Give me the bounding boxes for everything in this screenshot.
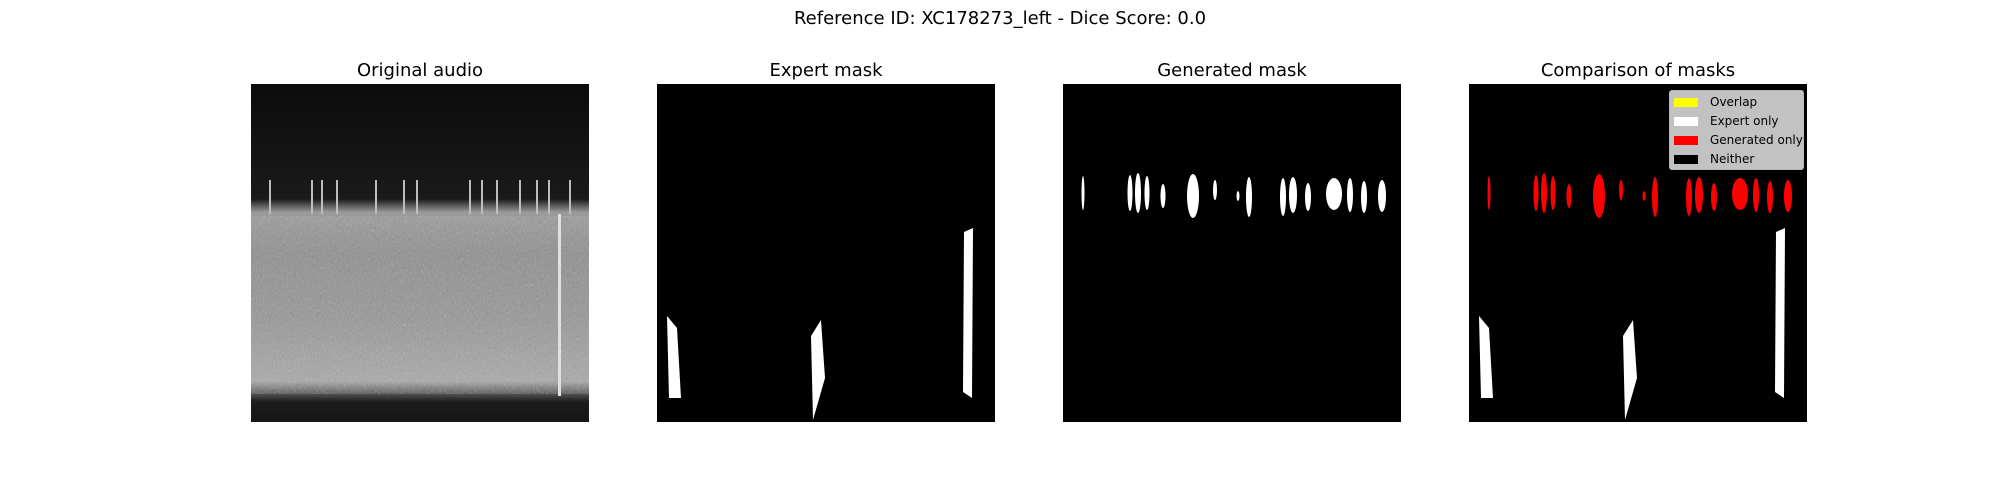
call-streak <box>311 180 313 214</box>
legend-swatch-neither <box>1674 154 1698 164</box>
generated-region <box>1213 180 1217 200</box>
vertical-streak <box>558 214 561 396</box>
generated-only-region <box>1767 181 1773 213</box>
call-streak <box>375 180 377 214</box>
legend-label-neither: Neither <box>1710 152 1755 166</box>
call-streak <box>269 180 271 214</box>
spectrogram-image <box>251 84 589 422</box>
call-streak <box>536 180 538 214</box>
generated-region <box>1305 183 1311 211</box>
generated-region <box>1361 181 1367 213</box>
expert-mask-svg <box>667 228 973 420</box>
figure-title: Reference ID: XC178273_left - Dice Score… <box>793 8 1207 29</box>
generated-only-region <box>1695 177 1703 213</box>
legend-item-overlap: Overlap <box>1674 93 1757 111</box>
spectrogram-streaks <box>269 180 571 396</box>
generated-only-region <box>1533 175 1539 211</box>
panel-title-generated-mask: Generated mask <box>1157 60 1307 81</box>
generated-only-region <box>1619 180 1623 200</box>
generated-only-region <box>1711 183 1717 211</box>
generated-only-region <box>1487 176 1491 210</box>
generated-region <box>1326 178 1342 210</box>
generated-region <box>1246 177 1252 217</box>
expert-mask-image <box>657 84 995 422</box>
generated-region <box>1127 175 1133 211</box>
generated-only-region <box>1550 176 1556 210</box>
call-streak <box>403 180 405 214</box>
expert-only-region <box>1623 320 1637 420</box>
generated-only-region <box>1732 178 1748 210</box>
generated-region <box>1378 180 1386 212</box>
expert-region <box>667 316 681 398</box>
generated-only-region <box>1686 178 1692 216</box>
call-streak <box>519 180 521 214</box>
generated-region <box>1160 184 1166 208</box>
panel-title-comparison: Comparison of masks <box>1540 60 1736 81</box>
generated-region <box>1280 178 1286 216</box>
generated-region <box>1289 177 1297 213</box>
generated-only-region <box>1652 177 1658 217</box>
generated-mask-svg <box>1081 173 1386 218</box>
legend-item-generated-only: Generated only <box>1674 131 1803 149</box>
call-streak <box>548 180 550 214</box>
generated-region <box>1135 173 1141 213</box>
generated-only-region <box>1593 174 1605 218</box>
legend-label-generated-only: Generated only <box>1710 133 1803 147</box>
legend-item-neither: Neither <box>1674 150 1754 168</box>
generated-region <box>1347 178 1353 212</box>
call-streak <box>569 180 571 214</box>
generated-region <box>1144 176 1150 210</box>
generated-region <box>1187 174 1199 218</box>
call-streak <box>481 180 483 214</box>
generated-only-region <box>1784 180 1792 212</box>
legend-label-expert-only: Expert only <box>1710 114 1779 128</box>
spectrogram-svg <box>251 84 589 422</box>
generated-only-region <box>1566 184 1572 208</box>
panel-title-original-audio: Original audio <box>356 60 484 81</box>
expert-only-region <box>1479 316 1493 398</box>
panel-title-expert-mask: Expert mask <box>769 60 883 81</box>
call-streak <box>336 180 338 214</box>
legend-item-expert-only: Expert only <box>1674 112 1779 130</box>
call-streak <box>321 180 323 214</box>
expert-region <box>963 228 973 398</box>
generated-region <box>1236 191 1240 201</box>
legend-swatch-overlap <box>1674 97 1698 107</box>
call-streak <box>469 180 471 214</box>
call-streak <box>496 180 498 214</box>
legend: Overlap Expert only Generated only Neith… <box>1669 90 1804 170</box>
legend-swatch-expert-only <box>1674 116 1698 126</box>
generated-region <box>1081 176 1085 210</box>
expert-only-region <box>1775 228 1785 398</box>
generated-mask-image <box>1063 84 1401 422</box>
generated-only-region <box>1753 178 1759 212</box>
comparison-mask-svg <box>1479 173 1792 420</box>
legend-swatch-generated-only <box>1674 135 1698 145</box>
call-streak <box>416 180 418 214</box>
legend-label-overlap: Overlap <box>1710 95 1758 109</box>
generated-only-region <box>1541 173 1547 213</box>
expert-region <box>811 320 825 420</box>
generated-only-region <box>1642 191 1646 201</box>
